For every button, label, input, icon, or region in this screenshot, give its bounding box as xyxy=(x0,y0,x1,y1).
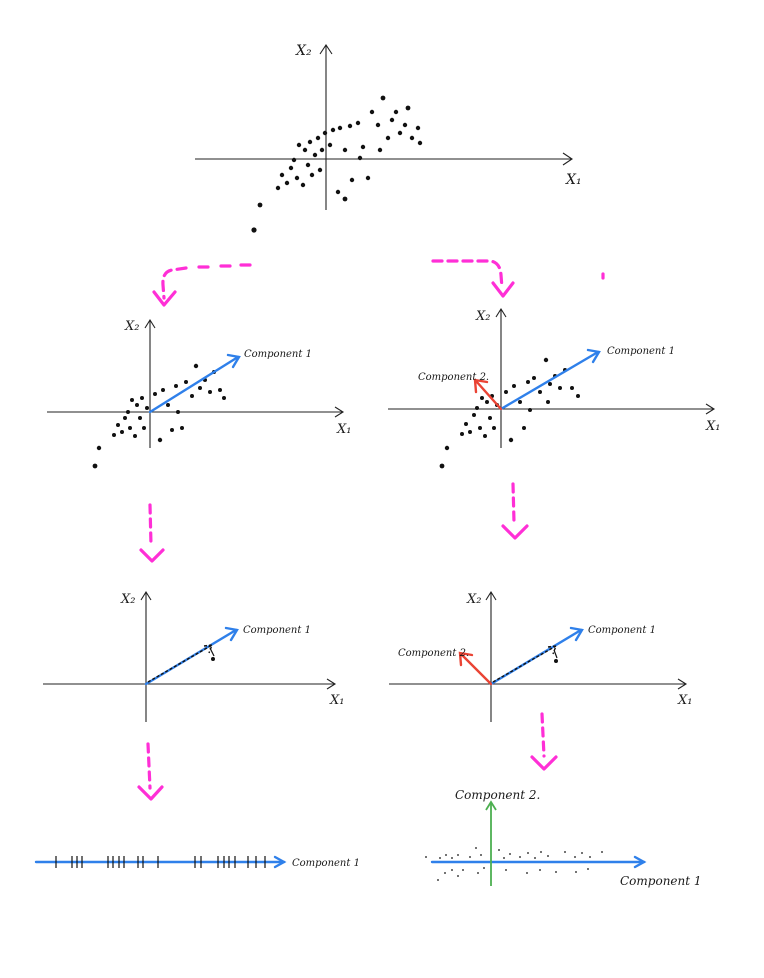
plot2-data-points xyxy=(92,363,226,469)
pink-arrow-right-2 xyxy=(501,482,529,540)
pink-arrow-right-1 xyxy=(431,259,605,298)
plot5-x1-label: X₁ xyxy=(677,693,692,708)
component-1-vector-c xyxy=(144,628,238,686)
component-2-vector-b xyxy=(459,652,493,686)
component-1-vector-b xyxy=(499,350,600,411)
component-1-vector xyxy=(148,355,240,414)
top-x1-label: X₁ xyxy=(565,172,582,188)
plot5-component2-label: Component 2. xyxy=(398,648,469,659)
component-1-vector-d xyxy=(489,628,583,686)
plot-component-1: X₂ X₁ Component 1 xyxy=(47,318,351,469)
plot4-x2-label: X₂ xyxy=(120,592,135,607)
plot-component-1-and-2: X₂ X₁ Component 1 Component 2. xyxy=(388,307,720,469)
pca-component2-label: Component 2. xyxy=(455,788,540,802)
one-dim-projection: Component 1 xyxy=(34,855,360,869)
bottom-component1-label: Component 1 xyxy=(292,858,360,869)
plot5-component1-label: Component 1 xyxy=(588,625,656,636)
plot5-x2-label: X₂ xyxy=(466,592,481,607)
top-scatter-plot: X₂ X₁ xyxy=(195,43,582,233)
projection-plot-1: X₂ X₁ Component 1 xyxy=(43,590,344,722)
top-data-points xyxy=(251,95,423,233)
plot3-data-points xyxy=(439,357,580,469)
pink-arrow-right-3 xyxy=(530,712,558,771)
projection-plot-2: X₂ X₁ Component 1 Component 2. xyxy=(389,590,692,722)
pink-arrow-left-3 xyxy=(137,742,164,801)
plot2-x2-label: X₂ xyxy=(124,319,139,334)
plot3-component1-label: Component 1 xyxy=(607,346,675,357)
plot2-x1-label: X₁ xyxy=(336,422,351,437)
projected-ticks xyxy=(55,856,266,868)
pca-data-points xyxy=(425,847,603,881)
two-dim-pca-space: Component 2. Component 1 xyxy=(425,788,702,888)
pink-arrow-left-2 xyxy=(139,503,165,563)
plot4-component1-label: Component 1 xyxy=(243,625,311,636)
plot2-component1-label: Component 1 xyxy=(244,349,312,360)
plot4-x1-label: X₁ xyxy=(329,693,344,708)
pca-component1-label: Component 1 xyxy=(620,874,702,888)
plot3-component2-label: Component 2. xyxy=(418,372,489,383)
top-x2-label: X₂ xyxy=(295,43,312,59)
pink-arrow-left-1 xyxy=(152,263,252,307)
component-2-vector xyxy=(474,379,503,411)
plot3-x2-label: X₂ xyxy=(475,309,490,324)
plot3-x1-label: X₁ xyxy=(705,419,720,434)
